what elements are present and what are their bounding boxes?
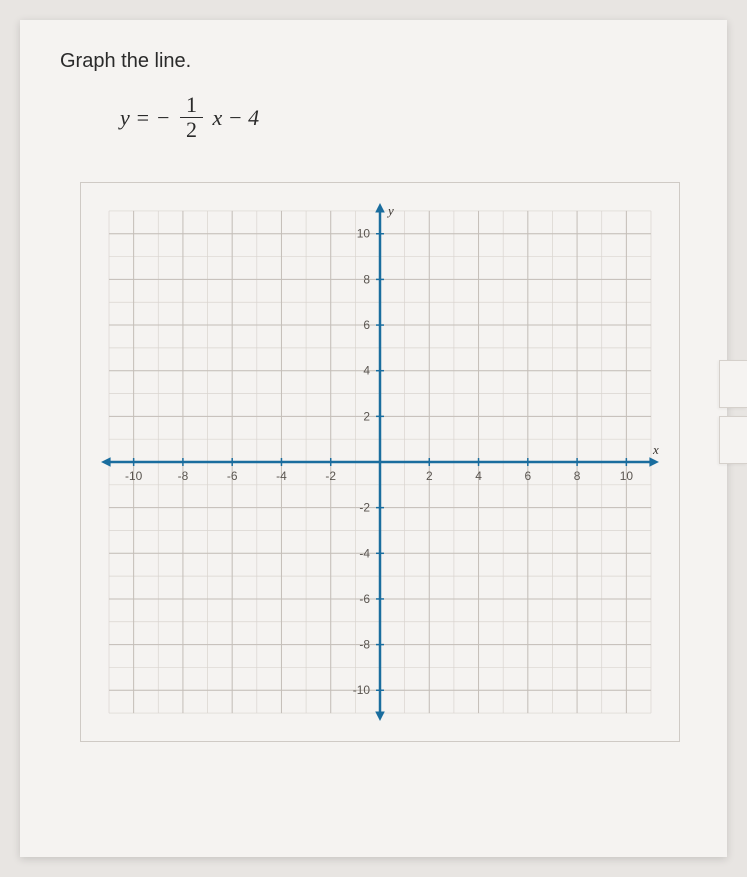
svg-text:-6: -6 xyxy=(227,469,238,483)
equation-display: y = − 1 2 x − 4 xyxy=(120,93,707,142)
instruction-text: Graph the line. xyxy=(60,50,707,73)
svg-text:10: 10 xyxy=(357,227,371,241)
svg-text:4: 4 xyxy=(475,469,482,483)
svg-text:6: 6 xyxy=(524,469,531,483)
svg-text:6: 6 xyxy=(363,318,370,332)
svg-text:8: 8 xyxy=(574,469,581,483)
equation-op: − xyxy=(228,105,243,130)
coordinate-plane[interactable]: -10 -8 -6 -4 -2 2 4 6 8 10 -10 -8 -6 -4 -2 2 4 6 8 10 x y xyxy=(80,182,680,742)
svg-text:-8: -8 xyxy=(359,638,370,652)
svg-text:-2: -2 xyxy=(325,469,336,483)
svg-text:2: 2 xyxy=(363,410,370,424)
tool-button-1[interactable] xyxy=(719,360,747,408)
side-tool-panel xyxy=(719,360,747,472)
svg-text:4: 4 xyxy=(363,364,370,378)
svg-text:-4: -4 xyxy=(359,547,370,561)
svg-text:10: 10 xyxy=(620,469,634,483)
svg-text:-4: -4 xyxy=(276,469,287,483)
svg-text:y: y xyxy=(386,203,394,218)
grid-svg[interactable]: -10 -8 -6 -4 -2 2 4 6 8 10 -10 -8 -6 -4 -2 2 4 6 8 10 x y xyxy=(91,193,669,731)
equation-const: 4 xyxy=(248,105,259,130)
svg-text:-6: -6 xyxy=(359,592,370,606)
svg-text:-8: -8 xyxy=(178,469,189,483)
worksheet-page: Graph the line. y = − 1 2 x − 4 -10-8-6-… xyxy=(20,20,727,857)
equation-neg: − xyxy=(156,105,171,130)
equation-eq: = xyxy=(135,105,150,130)
svg-text:-10: -10 xyxy=(353,684,371,698)
svg-text:8: 8 xyxy=(363,273,370,287)
equation-fraction: 1 2 xyxy=(180,93,203,142)
equation-var: x xyxy=(212,105,222,130)
fraction-denominator: 2 xyxy=(180,118,203,142)
fraction-numerator: 1 xyxy=(180,93,203,118)
tool-button-2[interactable] xyxy=(719,416,747,464)
equation-lhs: y xyxy=(120,105,130,130)
svg-text:-10: -10 xyxy=(125,469,143,483)
svg-text:x: x xyxy=(652,442,659,457)
svg-text:2: 2 xyxy=(426,469,433,483)
svg-text:-2: -2 xyxy=(359,501,370,515)
